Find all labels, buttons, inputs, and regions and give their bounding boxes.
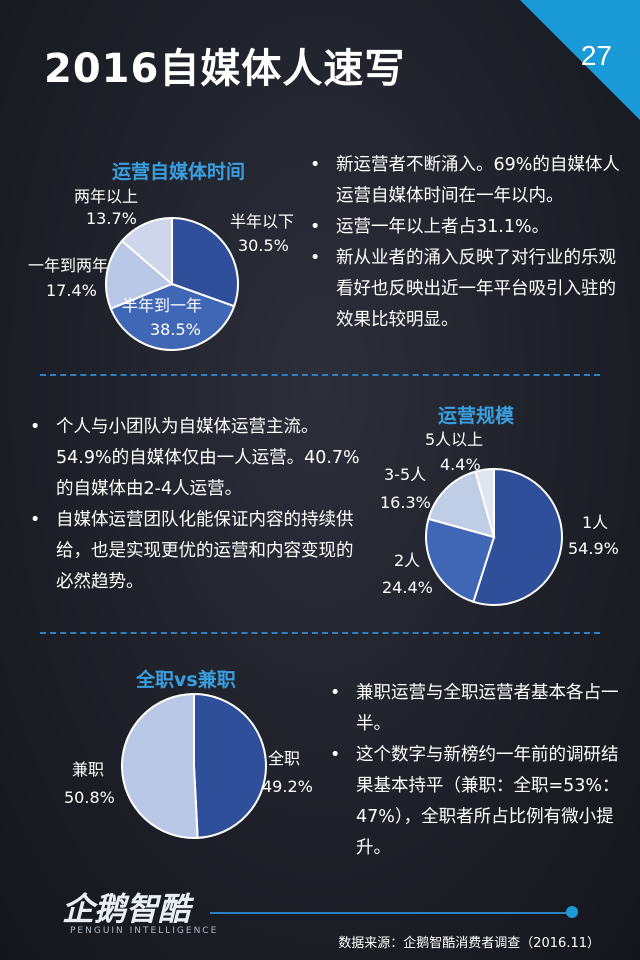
page-title: 2016自媒体人速写 xyxy=(44,46,406,92)
pie1-label-one-to-two-years: 一年到两年 xyxy=(28,256,109,275)
penguin-logo: 企鹅智酷 xyxy=(62,890,191,928)
pie1-pct-one-to-two-years: 17.4% xyxy=(46,281,97,300)
pie2-pct-two-person: 24.4% xyxy=(382,578,433,597)
pie2-slice-3 xyxy=(474,467,495,538)
section1-bullet: 新从业者的涌入反映了对行业的乐观看好也反映出近一年平台吸引入驻的效果比较明显。 xyxy=(310,243,620,336)
section2-bullet: 个人与小团队为自媒体运营主流。54.9%的自媒体仅由一人运营。40.7%的自媒体… xyxy=(30,412,370,505)
pie1-pct-under-half-year: 30.5% xyxy=(238,236,289,255)
page-number: 27 xyxy=(580,40,612,71)
footer-dot xyxy=(566,906,578,918)
pie1-label-half-to-one-year: 半年到一年 xyxy=(122,296,203,315)
corner-triangle xyxy=(520,0,640,120)
section2-title: 运营规模 xyxy=(438,405,515,427)
section3-title: 全职vs兼职 xyxy=(136,669,236,691)
pie2-slice-0 xyxy=(472,467,563,606)
pie2-label-one-person: 1人 xyxy=(582,513,609,532)
data-source: 数据来源：企鹅智酷消费者调查（2016.11） xyxy=(338,936,600,951)
divider xyxy=(40,632,600,634)
pie1-label-under-half-year: 半年以下 xyxy=(230,212,295,231)
pie1-label-over-two-years: 两年以上 xyxy=(74,187,139,206)
section1-title: 运营自媒体时间 xyxy=(112,161,246,183)
footer-line xyxy=(210,912,572,914)
section1-bullets: 新运营者不断涌入。69%的自媒体人运营自媒体时间在一年以内。 运营一年以上者占3… xyxy=(310,150,620,336)
pie2-slice-2 xyxy=(427,470,496,539)
penguin-logo-subtitle: PENGUIN INTELLIGENCE xyxy=(70,926,219,936)
pie3-pct-fulltime: 49.2% xyxy=(262,777,313,796)
section3-bullet: 兼职运营与全职运营者基本各占一半。 xyxy=(330,678,622,740)
pie2-label-three-to-five: 3-5人 xyxy=(384,465,427,484)
divider xyxy=(40,374,600,376)
pie1-pct-over-two-years: 13.7% xyxy=(86,209,137,228)
pie2-label-five-plus: 5人以上 xyxy=(425,430,484,449)
pie2-pct-three-to-five: 16.3% xyxy=(380,493,431,512)
pie2-pct-one-person: 54.9% xyxy=(568,539,619,558)
pie3-pct-parttime: 50.8% xyxy=(64,788,115,807)
pie3-label-parttime: 兼职 xyxy=(72,760,105,779)
pie1-pct-half-to-one-year: 38.5% xyxy=(150,320,201,339)
pie3-slice-1 xyxy=(121,692,199,839)
section1-bullet: 新运营者不断涌入。69%的自媒体人运营自媒体时间在一年以内。 xyxy=(310,150,620,212)
section1-bullet: 运营一年以上者占31.1%。 xyxy=(310,212,620,243)
pie2-pct-five-plus: 4.4% xyxy=(440,455,481,474)
pie3-label-fulltime: 全职 xyxy=(268,749,301,768)
section2-bullet: 自媒体运营团队化能保证内容的持续供给，也是实现更优的运营和内容变现的必然趋势。 xyxy=(30,505,370,598)
pie2-slice-1 xyxy=(425,517,496,604)
pie2-label-two-person: 2人 xyxy=(394,551,421,570)
pie3-slice-0 xyxy=(193,692,267,839)
section2-bullets: 个人与小团队为自媒体运营主流。54.9%的自媒体仅由一人运营。40.7%的自媒体… xyxy=(30,412,370,598)
section3-bullets: 兼职运营与全职运营者基本各占一半。 这个数字与新榜约一年前的调研结果基本持平（兼… xyxy=(330,678,622,864)
section3-bullet: 这个数字与新榜约一年前的调研结果基本持平（兼职：全职=53%：47%），全职者所… xyxy=(330,740,622,864)
